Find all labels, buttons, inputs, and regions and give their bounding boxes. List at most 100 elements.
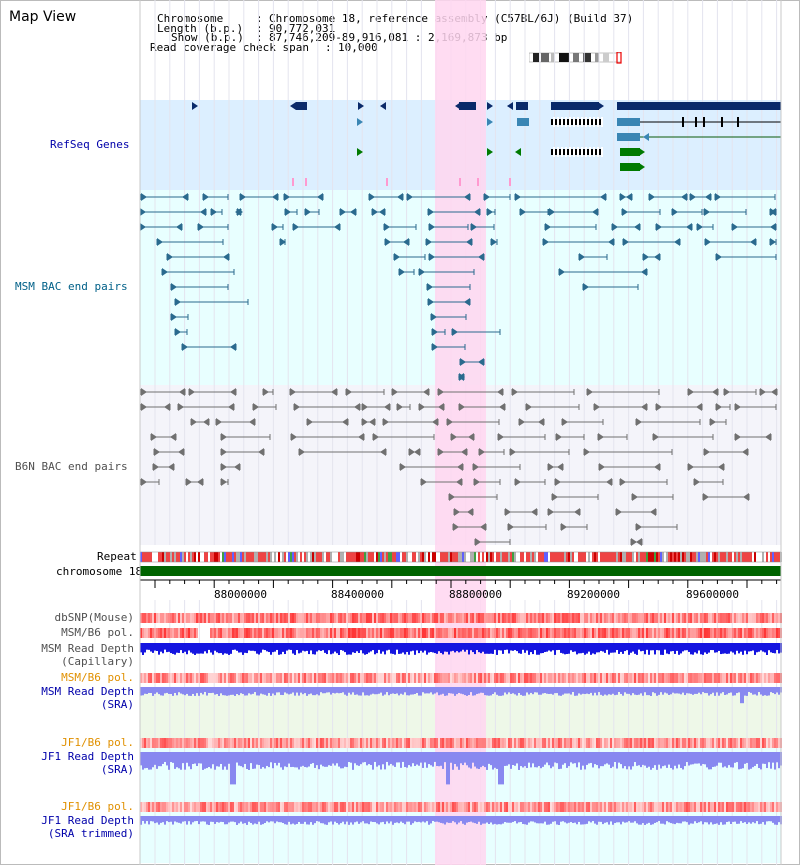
msm-depth-cap-bar <box>720 643 722 655</box>
msm-depth-cap-bar <box>232 643 234 650</box>
refseq-exon <box>553 147 555 157</box>
msm-depth-cap-bar <box>376 643 378 654</box>
dbsnp-strip <box>200 613 202 623</box>
repeat-segment <box>202 552 204 562</box>
jf1-depth-sra-bar <box>198 752 200 764</box>
refseq-exon <box>557 147 559 157</box>
msm-pol-sra-strip <box>296 673 298 683</box>
msm-depth-cap-bar <box>654 643 656 655</box>
msm-depth-sra-bar <box>264 687 266 695</box>
jf1-pol-trim-strip <box>290 802 292 812</box>
dbsnp-strip <box>184 613 186 623</box>
jf1-depth-trim-bar <box>700 816 702 822</box>
dbsnp-strip <box>632 613 634 623</box>
repeat-segment <box>750 552 752 562</box>
jf1-pol-sra-strip <box>580 738 582 748</box>
jf1-pol-sra-strip <box>352 738 354 748</box>
dbsnp-strip <box>306 613 308 623</box>
msm-depth-sra-bar <box>542 687 544 694</box>
msm-pol-cap-strip <box>544 628 546 638</box>
jf1-pol-trim-strip <box>688 802 690 812</box>
repeat-segment <box>268 552 270 562</box>
repeat-segment <box>606 552 608 562</box>
msm-pol-cap-strip <box>472 628 474 638</box>
jf1-pol-trim-strip <box>292 802 294 812</box>
jf1-depth-trim-bar <box>506 816 508 823</box>
repeat-segment <box>280 552 282 562</box>
jf1-depth-sra-bar <box>606 752 608 764</box>
jf1-depth-sra-bar <box>764 752 766 764</box>
repeat-segment <box>528 552 530 562</box>
dbsnp-strip <box>560 613 562 623</box>
msm-bac-pair <box>431 313 437 321</box>
msm-depth-sra-bar <box>738 687 740 693</box>
msm-depth-cap-bar <box>616 643 618 651</box>
msm-pol-cap-strip <box>398 628 400 638</box>
jf1-depth-trim-bar <box>372 816 374 822</box>
repeat-segment <box>264 552 266 562</box>
jf1-pol-trim-strip <box>712 802 714 812</box>
msm-depth-cap-bar <box>578 643 580 654</box>
jf1-pol-trim-strip <box>226 802 228 812</box>
jf1-depth-trim-bar <box>364 816 366 824</box>
msm-depth-sra-bar <box>708 687 710 696</box>
jf1-depth-sra-bar <box>324 752 326 767</box>
msm-pol-cap-strip <box>616 628 618 638</box>
jf1-pol-trim-strip <box>186 802 188 812</box>
msm-pol-cap-strip <box>770 628 772 638</box>
jf1-depth-sra-bar <box>570 752 572 763</box>
jf1-pol-sra-strip <box>338 738 340 748</box>
jf1-depth-trim-bar <box>238 816 240 824</box>
msm-pol-sra-strip <box>658 673 660 683</box>
jf1-pol-trim-strip <box>540 802 542 812</box>
repeat-segment <box>724 552 726 562</box>
jf1-pol-sra-strip <box>334 738 336 748</box>
msm-pol-sra-strip <box>228 673 230 683</box>
msm-depth-cap-bar <box>698 643 700 651</box>
msm-pol-sra-strip <box>266 673 268 683</box>
dbsnp-strip <box>746 613 748 623</box>
jf1-pol-sra-strip <box>732 738 734 748</box>
jf1-depth-sra-bar <box>168 752 170 770</box>
msm-pol-sra-strip <box>504 673 506 683</box>
msm-pol-cap-strip <box>274 628 276 638</box>
jf1-depth-sra-bar <box>236 752 238 763</box>
chromosome-ideogram[interactable] <box>529 52 624 64</box>
jf1-depth-sra-bar <box>152 752 154 768</box>
jf1-pol-trim-strip <box>206 802 208 812</box>
jf1-pol-trim-strip <box>216 802 218 812</box>
msm-pol-sra-strip <box>696 673 698 683</box>
jf1-pol-sra-strip <box>654 738 656 748</box>
jf1-depth-sra-bar <box>676 752 678 769</box>
jf1-depth-sra-bar <box>266 752 268 766</box>
jf1-depth-sra-bar <box>590 752 592 763</box>
msm-depth-cap-bar <box>512 643 514 651</box>
msm-depth-cap-bar <box>342 643 344 651</box>
msm-depth-sra-bar <box>692 687 694 695</box>
repeat-segment <box>706 552 708 562</box>
dbsnp-strip <box>594 613 596 623</box>
jf1-depth-sra-bar <box>196 752 198 767</box>
refseq-gene <box>487 148 493 156</box>
dbsnp-strip <box>620 613 622 623</box>
msm-depth-sra-bar <box>308 687 310 695</box>
jf1-depth-trim-bar <box>384 816 386 825</box>
jf1-depth-trim-bar <box>640 816 642 825</box>
chromosome-label: Chromosome <box>157 12 224 25</box>
msm-depth-sra-bar <box>604 687 606 695</box>
repeat-segment <box>698 552 700 562</box>
jf1-pol-trim-strip <box>442 802 444 812</box>
msm-pol-sra-strip <box>486 673 488 683</box>
msm-bac-pair <box>686 223 692 231</box>
msm-depth-cap-bar <box>444 643 446 652</box>
refseq-exon <box>597 117 599 127</box>
repeat-segment <box>634 552 636 562</box>
msm-pol-cap-strip <box>410 628 412 638</box>
msm-pol-cap-strip <box>214 628 216 638</box>
dbsnp-strip <box>232 613 234 623</box>
jf1-depth-trim-bar <box>234 816 236 823</box>
msm-pol-cap-strip <box>610 628 612 638</box>
repeat-segment <box>346 552 348 562</box>
axis-tick-label: 88800000 <box>449 588 502 601</box>
